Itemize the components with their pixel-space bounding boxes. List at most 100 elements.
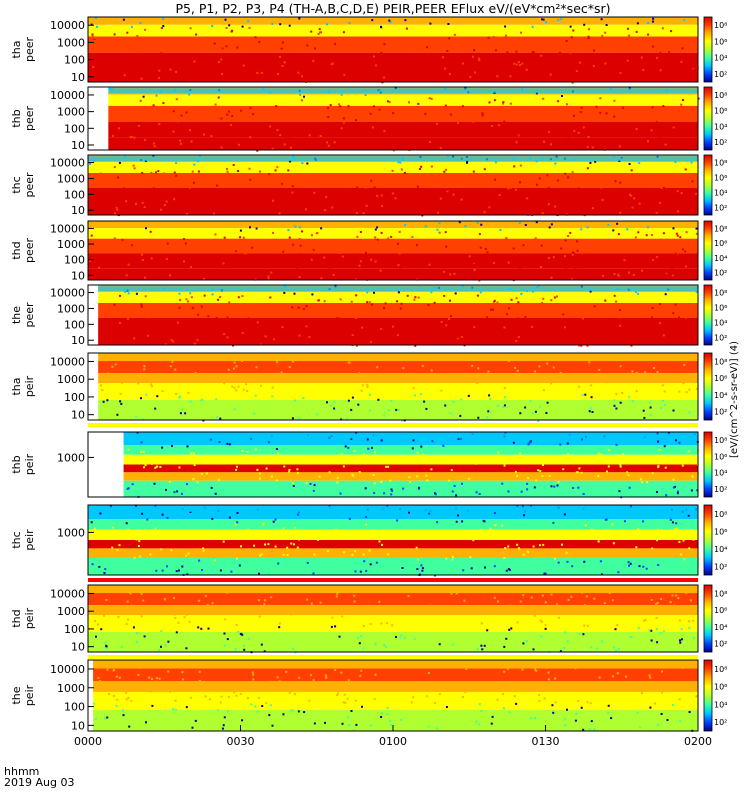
colorbar-tick-label: 10⁸ [714, 289, 727, 298]
y-tick-label: 1000 [57, 373, 85, 386]
colorbar-tick-label: 10² [714, 138, 727, 147]
spectral-band [88, 36, 698, 53]
y-tick-label: 1000 [57, 526, 85, 539]
y-tick-label: 10 [71, 641, 85, 654]
noise-texture [89, 155, 699, 217]
noise-texture [89, 221, 698, 282]
spectral-band [98, 318, 698, 333]
y-tick-label: 1000 [57, 36, 85, 49]
colorbar [703, 584, 713, 653]
spectral-band [88, 238, 698, 254]
spectral-band [88, 162, 698, 173]
colorbar-tick-label: 10² [714, 640, 727, 649]
panel-frame [87, 431, 699, 498]
panel-species-label: peer [23, 238, 36, 264]
spectral-band [108, 121, 699, 138]
spectral-band [93, 668, 699, 682]
spectral-band [123, 480, 699, 497]
panel-thd-peir: 10000 1000 100 10 thd peir 10⁸ 10⁶ 10⁴ 10² [10, 584, 727, 659]
y-tick-label: 100 [64, 318, 85, 331]
spectral-band [88, 615, 698, 632]
panel-frame [87, 86, 699, 151]
colorbar-tick-label: 10⁴ [714, 254, 727, 263]
colorbar-tick-label: 10² [714, 408, 727, 417]
panel-probe-label: tha [10, 40, 23, 58]
spectral-band [88, 548, 698, 558]
colorbar-tick-label: 10⁶ [714, 683, 727, 692]
panel-frame [87, 16, 699, 83]
panel-species-label: peir [23, 529, 36, 551]
y-tick-label: 1000 [57, 682, 85, 695]
colorbar-tick-label: 10² [714, 334, 727, 343]
colorbar-tick-label: 10⁴ [714, 122, 727, 131]
panel-species-label: peer [23, 172, 36, 198]
colorbar [703, 659, 713, 732]
y-tick-label: 10000 [50, 89, 85, 102]
colorbar [703, 154, 713, 216]
y-tick-label: 10000 [50, 287, 85, 300]
colorbar-tick-label: 10⁴ [714, 623, 727, 632]
spectral-band [88, 228, 698, 239]
colorbar-tick-label: 10² [714, 269, 727, 278]
spectral-band [88, 253, 698, 269]
panel-thb-peer: 10000 1000 100 10 thb peer 10⁸ 10⁶ 10⁴ 10² [10, 86, 727, 152]
y-tick-label: 10000 [50, 222, 85, 235]
spectral-band [123, 445, 699, 455]
panel-thc-peir: 1000 thc peir 10⁸ 10⁶ 10⁴ 10² [10, 504, 727, 582]
x-tick-label: 0130 [532, 735, 560, 748]
x-tick-label: 0200 [684, 735, 712, 748]
spectral-band [88, 69, 698, 82]
noise-texture [93, 660, 698, 732]
y-tick-label: 100 [64, 122, 85, 135]
spectral-band [88, 52, 698, 69]
y-tick-label: 10 [71, 719, 85, 732]
y-tick-label: 100 [64, 623, 85, 636]
panel-tha-peer: 10000 1000 100 10 tha peer 10⁸ 10⁶ 10⁴ 10² [10, 16, 727, 84]
y-tick-label: 10 [71, 409, 85, 422]
panel-thd-peer: 10000 1000 100 10 thd peer 10⁸ 10⁶ 10⁴ 10² [10, 220, 727, 282]
colorbar-tick-label: 10⁶ [714, 606, 727, 615]
spectral-band [88, 221, 698, 229]
spectral-band [98, 333, 698, 345]
y-tick-label: 1000 [57, 106, 85, 119]
spectral-band [93, 709, 699, 731]
x-tick-label: 0100 [379, 735, 407, 748]
y-tick-label: 1000 [57, 172, 85, 185]
spectral-band [93, 681, 699, 692]
x-tick-label: 0000 [74, 735, 102, 748]
high-energy-band [98, 286, 698, 291]
panel-species-label: peer [23, 302, 36, 328]
colorbar-tick-label: 10⁸ [714, 159, 727, 168]
colorbar-tick-label: 10⁴ [714, 319, 727, 328]
colorbar-tick-label: 10⁶ [714, 107, 727, 116]
y-tick-label: 100 [64, 254, 85, 267]
spectral-band [88, 585, 698, 594]
panel-tha-peir: 10000 1000 100 10 tha peir 10⁸ 10⁶ 10⁴ 10² [10, 352, 727, 427]
spectral-band [123, 472, 699, 481]
colorbar [703, 352, 713, 421]
colorbar-tick-label: 10⁴ [714, 469, 727, 478]
colorbar-tick-label: 10⁴ [714, 700, 727, 709]
colorbar-tick-label: 10⁴ [714, 189, 727, 198]
spectral-band [88, 268, 698, 280]
panel-the-peer: 10000 1000 100 10 the peer 10⁸ 10⁶ 10⁴ 10² [10, 284, 727, 347]
colorbar-tick-label: 10⁶ [714, 174, 727, 183]
colorbar [703, 220, 713, 281]
panel-frame [87, 154, 699, 216]
spectral-band [88, 593, 698, 606]
panel-frame [87, 220, 699, 281]
colorbar-unit: [eV/(cm^2-s-sr-eV)] (4) [728, 340, 740, 458]
spectral-band [88, 529, 698, 540]
y-tick-label: 10000 [50, 157, 85, 170]
panel-species-label: peer [23, 37, 36, 63]
y-tick-label: 10000 [50, 19, 85, 32]
y-tick-label: 1000 [57, 302, 85, 315]
colorbar-tick-label: 10⁴ [714, 545, 727, 554]
high-energy-band [88, 156, 698, 161]
panel-probe-label: thc [10, 531, 23, 548]
panel-strip [88, 578, 698, 582]
colorbar-tick-label: 10⁸ [714, 357, 727, 366]
panel-frame [87, 284, 699, 346]
colorbar-tick-label: 10⁶ [714, 452, 727, 461]
